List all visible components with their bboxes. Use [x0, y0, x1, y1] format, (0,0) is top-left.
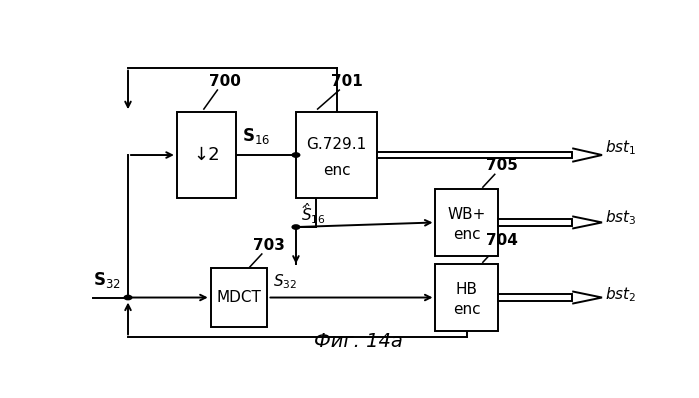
- Polygon shape: [498, 295, 572, 300]
- Text: ↓2: ↓2: [193, 146, 220, 164]
- Text: $\hat{S}_{16}$: $\hat{S}_{16}$: [301, 201, 326, 226]
- Text: $\mathbf{S}_{16}$: $\mathbf{S}_{16}$: [242, 126, 270, 146]
- Text: MDCT: MDCT: [217, 290, 261, 305]
- FancyBboxPatch shape: [177, 112, 236, 198]
- Text: 701: 701: [331, 74, 363, 89]
- Text: G.729.1: G.729.1: [306, 137, 367, 152]
- Text: 700: 700: [209, 74, 241, 89]
- FancyBboxPatch shape: [296, 112, 377, 198]
- Circle shape: [292, 153, 300, 157]
- Polygon shape: [498, 219, 572, 226]
- FancyBboxPatch shape: [435, 264, 498, 331]
- Text: 703: 703: [252, 238, 284, 253]
- Text: $bst_2$: $bst_2$: [605, 285, 636, 304]
- Text: WB+: WB+: [447, 207, 486, 222]
- Text: $S_{32}$: $S_{32}$: [273, 273, 297, 291]
- Circle shape: [292, 225, 300, 229]
- Text: HB: HB: [456, 282, 477, 297]
- Text: enc: enc: [323, 163, 350, 178]
- Text: $bst_1$: $bst_1$: [605, 138, 636, 157]
- Polygon shape: [377, 152, 572, 158]
- Text: enc: enc: [453, 227, 480, 242]
- FancyBboxPatch shape: [435, 189, 498, 256]
- Text: enc: enc: [453, 302, 480, 317]
- Text: $\mathbf{S}_{32}$: $\mathbf{S}_{32}$: [93, 270, 121, 290]
- Circle shape: [124, 295, 132, 300]
- Text: $\hat{}$: $\hat{}$: [303, 198, 309, 212]
- Text: 704: 704: [486, 234, 517, 248]
- FancyBboxPatch shape: [210, 268, 268, 327]
- Text: 705: 705: [486, 158, 517, 174]
- Text: $bst_3$: $bst_3$: [605, 209, 636, 227]
- Text: Фиг. 14a: Фиг. 14a: [314, 332, 403, 351]
